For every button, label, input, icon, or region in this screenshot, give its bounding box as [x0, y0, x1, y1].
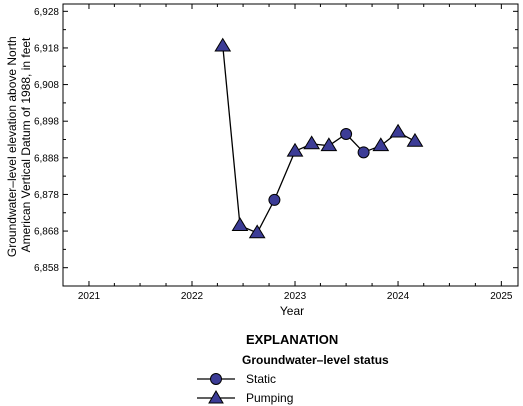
- series-line-group: [222, 46, 416, 234]
- legend-static-marker: [210, 373, 222, 385]
- y-axis-title-line-1: Groundwater–level elevation above North: [5, 36, 19, 257]
- y-tick-label: 6,918: [34, 43, 59, 54]
- plot-frame: [62, 3, 519, 287]
- markers-group: [214, 37, 424, 239]
- x-tick-label: 2021: [78, 291, 101, 302]
- x-axis-title: Year: [280, 304, 304, 318]
- pumping-point-marker: [320, 137, 338, 152]
- legend-subtitle: Groundwater–level status: [242, 353, 389, 367]
- y-axis-title: Groundwater–level elevation above North …: [5, 33, 33, 257]
- pumping-point-marker: [231, 217, 249, 231]
- y-tick-label: 6,868: [34, 227, 59, 238]
- x-axis-ticks: 2021 2022 2023 2024 2025: [78, 4, 513, 302]
- y-tick-label: 6,908: [34, 80, 59, 91]
- y-tick-label: 6,898: [34, 117, 59, 128]
- pumping-point-marker: [389, 123, 407, 138]
- legend-pumping-marker: [208, 390, 224, 404]
- y-tick-label: 6,888: [34, 153, 59, 164]
- legend-static-label: Static: [246, 372, 276, 386]
- pumping-point-marker: [303, 135, 321, 150]
- y-tick-label: 6,928: [34, 7, 59, 18]
- legend-title: EXPLANATION: [246, 332, 338, 347]
- y-tick-label: 6,858: [34, 263, 59, 274]
- x-tick-label: 2022: [181, 291, 204, 302]
- pumping-point-marker: [406, 132, 424, 147]
- x-tick-label: 2025: [490, 291, 513, 302]
- pumping-point-marker: [214, 37, 232, 52]
- pumping-point-marker: [372, 137, 390, 152]
- y-axis-ticks: 6,858 6,868 6,878 6,888 6,898 6,908 6,918 6,928: [34, 7, 518, 274]
- legend-pumping-label: Pumping: [246, 391, 293, 405]
- static-point-marker: [268, 193, 281, 206]
- x-tick-label: 2023: [284, 291, 307, 302]
- static-point-marker: [340, 128, 353, 141]
- static-point-marker: [357, 146, 370, 159]
- pumping-point-marker: [248, 224, 266, 239]
- legend: EXPLANATION Groundwater–level status Sta…: [197, 332, 389, 405]
- y-tick-label: 6,878: [34, 190, 59, 201]
- x-tick-label: 2024: [387, 291, 410, 302]
- pumping-point-marker: [286, 142, 304, 157]
- y-axis-title-line-2: American Vertical Datum of 1988, in feet: [19, 37, 33, 252]
- series-line: [222, 46, 416, 234]
